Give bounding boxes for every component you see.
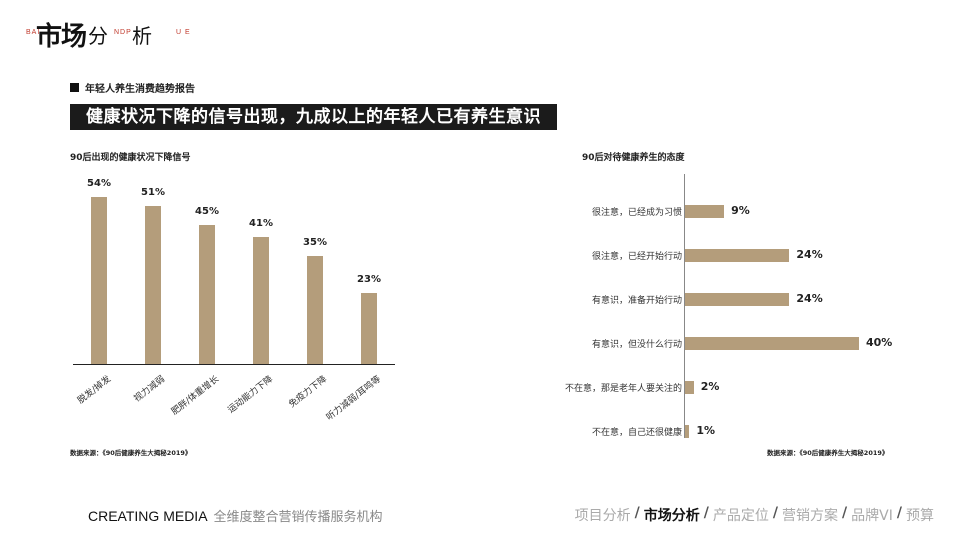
nav-separator: / xyxy=(703,505,709,521)
y-category-label: 很注意，已经开始行动 xyxy=(591,252,682,262)
bar xyxy=(685,249,790,262)
bar xyxy=(253,236,269,364)
bar-value-label: 1% xyxy=(696,424,716,437)
brand-name: CREATING MEDIA xyxy=(88,508,208,524)
x-axis-line xyxy=(73,364,395,365)
x-category-label: 肥胖/体重增长 xyxy=(169,374,222,418)
bar-value-label: 40% xyxy=(866,336,893,349)
footer-nav-item[interactable]: 市场分析 xyxy=(643,508,700,524)
logo-mid-2: 析 xyxy=(132,24,152,48)
logo-sub-3: U E xyxy=(176,29,191,36)
logo-sub-2: NDP xyxy=(114,29,132,36)
y-category-label: 不在意，自己还很健康 xyxy=(591,428,682,438)
bar-value-label: 45% xyxy=(195,205,219,217)
left-chart-title: 90后出现的健康状况下降信号 xyxy=(70,153,191,163)
bar-value-label: 2% xyxy=(700,380,720,393)
footer-nav-item[interactable]: 项目分析 xyxy=(574,508,631,524)
bar xyxy=(685,337,859,350)
nav-separator: / xyxy=(842,505,848,521)
nav-separator: / xyxy=(634,505,640,521)
x-category-label: 运动能力下降 xyxy=(226,374,276,416)
bar-value-label: 23% xyxy=(357,273,381,285)
section-tag: 年轻人养生消费趋势报告 xyxy=(70,80,195,95)
bar-value-label: 54% xyxy=(87,177,111,189)
y-category-label: 有意识，但没什么行动 xyxy=(591,340,682,350)
bar xyxy=(199,224,215,364)
logo-mid-1: 分 xyxy=(88,24,108,48)
square-bullet-icon xyxy=(70,83,79,92)
x-category-label: 视力减弱 xyxy=(132,374,168,405)
bar-value-label: 51% xyxy=(141,186,165,198)
footer-nav-item[interactable]: 预算 xyxy=(906,508,934,524)
bar xyxy=(91,196,107,364)
footer-nav-item[interactable]: 产品定位 xyxy=(712,508,769,524)
x-category-label: 免疫力下降 xyxy=(287,374,330,410)
bar xyxy=(307,255,323,364)
y-category-label: 不在意，那是老年人要关注的 xyxy=(564,384,682,394)
y-axis-line xyxy=(684,174,685,438)
y-category-label: 很注意，已经成为习惯 xyxy=(591,208,682,218)
bar-value-label: 9% xyxy=(731,204,750,217)
logo: BAI 市场 分 NDP 析 U E xyxy=(26,16,206,52)
footer-nav-item[interactable]: 品牌VI xyxy=(851,508,893,524)
right-chart-source: 数据来源：《90后健康养生大揭秘2019》 xyxy=(767,449,889,457)
page-headline: 健康状况下降的信号出现，九成以上的年轻人已有养生意识 xyxy=(70,104,557,130)
logo-sub-1: BAI xyxy=(26,29,41,36)
bar xyxy=(361,292,377,364)
left-chart-source: 数据来源：《90后健康养生大揭秘2019》 xyxy=(70,449,192,457)
logo-main: 市场 xyxy=(36,22,87,52)
bar-value-label: 35% xyxy=(303,236,327,248)
bar-value-label: 41% xyxy=(249,217,273,229)
x-category-label: 听力减弱/耳鸣等 xyxy=(324,374,384,423)
bar xyxy=(685,205,725,218)
bar xyxy=(685,425,690,438)
right-chart-title: 90后对待健康养生的态度 xyxy=(582,153,685,163)
bar-value-label: 24% xyxy=(796,248,823,261)
footer-brand: CREATING MEDIA 全维度整合营销传播服务机构 xyxy=(88,506,383,525)
bar xyxy=(145,205,161,364)
nav-separator: / xyxy=(772,505,779,521)
footer-nav: 项目分析 / 市场分析 / 产品定位 / 营销方案 / 品牌VI / 预算 xyxy=(575,505,934,525)
brand-tagline: 全维度整合营销传播服务机构 xyxy=(213,510,383,525)
section-tag-label: 年轻人养生消费趋势报告 xyxy=(85,84,195,95)
bar xyxy=(685,293,790,306)
y-category-label: 有意识，准备开始行动 xyxy=(591,296,682,306)
nav-separator: / xyxy=(896,505,902,521)
x-category-label: 脱发/掉发 xyxy=(76,374,114,407)
bar-value-label: 24% xyxy=(796,292,823,305)
bar xyxy=(685,381,694,394)
footer-nav-item[interactable]: 营销方案 xyxy=(782,508,839,524)
